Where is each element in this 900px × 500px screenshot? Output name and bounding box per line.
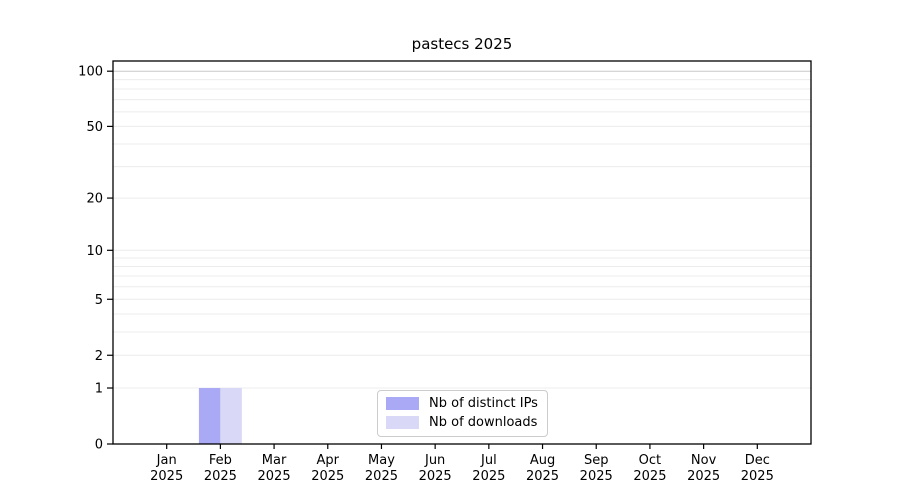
legend-swatch-downloads xyxy=(386,416,419,429)
x-tick-label-month-jun: Jun xyxy=(424,453,445,468)
x-tick-label-year-jun: 2025 xyxy=(419,469,452,484)
x-tick-label-month-sep: Sep xyxy=(584,453,609,468)
chart-title: pastecs 2025 xyxy=(411,35,513,53)
x-tick-label-month-feb: Feb xyxy=(209,453,232,468)
y-tick-label-50: 50 xyxy=(86,120,103,135)
x-tick-label-month-mar: Mar xyxy=(262,453,287,468)
y-tick-label-20: 20 xyxy=(86,192,103,207)
y-tick-label-10: 10 xyxy=(86,244,103,259)
y-tick-label-1: 1 xyxy=(95,382,103,397)
y-tick-label-2: 2 xyxy=(95,349,103,364)
x-tick-label-month-apr: Apr xyxy=(317,453,340,468)
x-tick-label-year-may: 2025 xyxy=(365,469,398,484)
x-tick-label-year-dec: 2025 xyxy=(741,469,774,484)
x-tick-label-year-jan: 2025 xyxy=(150,469,183,484)
x-tick-label-month-jan: Jan xyxy=(156,453,177,468)
legend-label-downloads: Nb of downloads xyxy=(429,415,538,430)
y-tick-label-5: 5 xyxy=(95,293,103,308)
x-tick-label-month-may: May xyxy=(368,453,395,468)
x-tick-label-year-feb: 2025 xyxy=(204,469,237,484)
plot-border xyxy=(112,60,812,445)
bar-distinct-ips-feb xyxy=(198,388,221,444)
x-tick-label-year-mar: 2025 xyxy=(258,469,291,484)
x-tick-label-month-oct: Oct xyxy=(639,453,661,468)
legend-swatch-distinct-ips xyxy=(386,397,419,410)
x-tick-label-month-dec: Dec xyxy=(745,453,770,468)
x-tick-label-month-aug: Aug xyxy=(530,453,555,468)
y-tick-label-0: 0 xyxy=(95,438,103,453)
x-tick-label-year-apr: 2025 xyxy=(311,469,344,484)
legend-item-distinct-ips: Nb of distinct IPs xyxy=(386,396,538,411)
y-tick-label-100: 100 xyxy=(78,65,103,80)
bar-downloads-feb xyxy=(220,388,242,444)
x-tick-label-month-jul: Jul xyxy=(480,453,497,468)
x-tick-label-year-nov: 2025 xyxy=(687,469,720,484)
legend: Nb of distinct IPs Nb of downloads xyxy=(377,390,548,437)
x-tick-label-year-sep: 2025 xyxy=(580,469,613,484)
x-tick-label-month-nov: Nov xyxy=(691,453,717,468)
x-tick-label-year-oct: 2025 xyxy=(633,469,666,484)
x-tick-label-year-aug: 2025 xyxy=(526,469,559,484)
x-tick-label-year-jul: 2025 xyxy=(472,469,505,484)
legend-item-downloads: Nb of downloads xyxy=(386,415,538,430)
legend-label-distinct-ips: Nb of distinct IPs xyxy=(429,396,538,411)
